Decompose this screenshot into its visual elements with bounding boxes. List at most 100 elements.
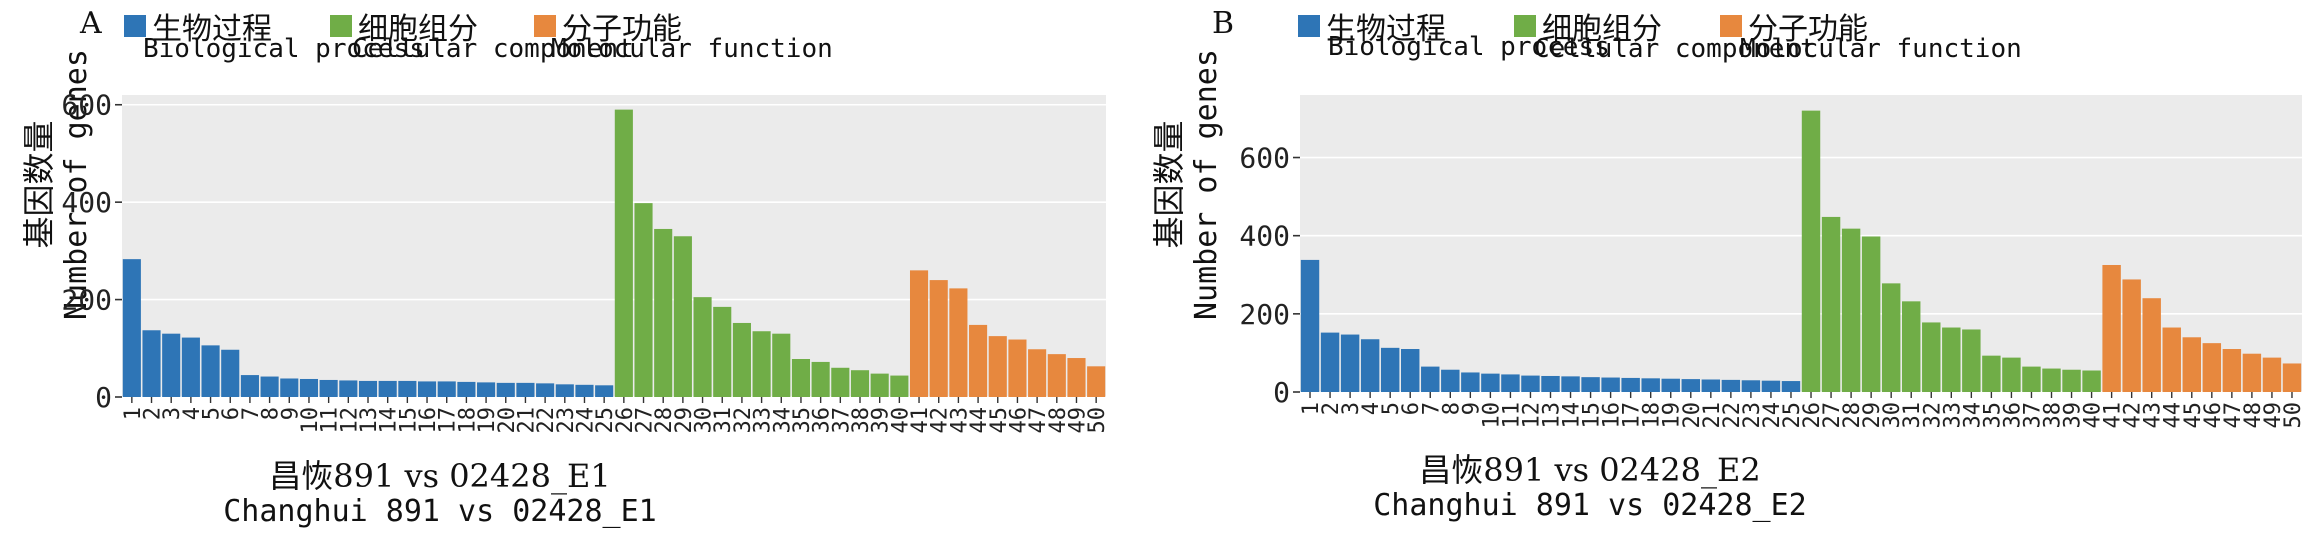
x-tick-label: 24	[1760, 402, 1785, 429]
x-tick-label: 2	[1319, 402, 1344, 415]
legend-label-cc-zh: 细胞组分	[358, 12, 478, 47]
y-tick-label: 0	[1273, 376, 1290, 409]
bar	[634, 203, 653, 397]
bar	[319, 379, 338, 397]
bar	[732, 322, 751, 397]
bar	[260, 376, 279, 397]
x-tick-label: 23	[1740, 402, 1765, 429]
y-tick-label: 0	[95, 381, 112, 414]
x-tick-label: 3	[1339, 402, 1364, 415]
x-tick-label: 5	[1379, 402, 1404, 415]
x-tick-label: 43	[2141, 402, 2166, 429]
x-tick-label: 39	[869, 407, 894, 434]
x-tick-label: 44	[967, 407, 992, 434]
x-tick-label: 38	[2041, 402, 2066, 429]
x-tick-label: 14	[1560, 402, 1585, 429]
bar	[2122, 279, 2141, 392]
bar	[1401, 349, 1420, 392]
x-tick-label: 49	[2261, 402, 2286, 429]
x-tick-label: 42	[928, 407, 953, 434]
bar	[339, 380, 358, 397]
y-tick-label: 400	[1239, 220, 1290, 253]
y-tick-label: 400	[61, 186, 112, 219]
x-tick-label: 37	[2020, 402, 2045, 429]
bar	[791, 359, 811, 397]
x-tick-label: 10	[1479, 402, 1504, 429]
bar	[1047, 354, 1066, 397]
x-tick-label: 48	[2241, 402, 2266, 429]
x-tick-label: 18	[1640, 402, 1665, 429]
x-tick-label: 36	[810, 407, 835, 434]
bar	[201, 345, 220, 397]
bar	[2282, 363, 2302, 392]
x-tick-label: 21	[514, 407, 539, 434]
x-tick-label: 46	[1006, 407, 1031, 434]
bar	[1881, 283, 1901, 392]
x-tick-label: 30	[692, 407, 717, 434]
x-tick-label: 20	[495, 407, 520, 434]
bar	[1067, 358, 1086, 397]
x-tick-label: 24	[573, 407, 598, 434]
legend-item-bp: 生物过程	[124, 4, 272, 48]
bar	[1661, 378, 1680, 392]
chart-panel-b: B 生物过程 Biological process 细胞组分 Cellular …	[1150, 0, 2313, 535]
x-tick-label: 45	[2181, 402, 2206, 429]
bar	[752, 331, 771, 397]
x-tick-label: 42	[2121, 402, 2146, 429]
x-tick-label: 26	[613, 407, 638, 434]
bar	[595, 385, 614, 397]
x-tick-label: 33	[751, 407, 776, 434]
x-tick-label: 19	[1660, 402, 1685, 429]
x-tick-label: 32	[731, 407, 756, 434]
x-tick-label: 5	[200, 407, 225, 420]
legend-label-mf-en: Molocular function	[1740, 34, 2022, 64]
bar	[1360, 339, 1380, 392]
legend-label-cc-zh: 细胞组分	[1542, 12, 1662, 47]
bar	[2262, 357, 2282, 392]
bar	[2022, 366, 2041, 392]
x-tick-label: 1	[121, 407, 146, 420]
bar	[2182, 337, 2201, 392]
bar	[417, 381, 437, 397]
bar	[555, 384, 574, 397]
bar	[2202, 343, 2222, 392]
x-tick-label: 37	[829, 407, 854, 434]
bar	[1008, 339, 1027, 397]
x-tick-label: 16	[1600, 402, 1625, 429]
legend-swatch-bp	[1298, 15, 1320, 37]
bar	[1922, 322, 1941, 392]
x-axis-label-en: Changhui 891 vs 02428_E1	[223, 494, 657, 529]
x-tick-label: 44	[2161, 402, 2186, 429]
bar	[162, 333, 181, 397]
bar	[122, 259, 141, 397]
x-tick-label: 13	[1540, 402, 1565, 429]
bar	[2062, 369, 2081, 392]
y-tick-label: 600	[1239, 142, 1290, 175]
x-tick-label: 46	[2201, 402, 2226, 429]
bar	[1761, 380, 1781, 392]
bar	[575, 384, 594, 397]
x-tick-label: 47	[2221, 402, 2246, 429]
bar	[457, 381, 476, 397]
x-tick-label: 17	[1620, 402, 1645, 429]
legend-label-mf-zh: 分子功能	[562, 12, 682, 47]
bar	[2002, 357, 2021, 392]
x-tick-label: 27	[633, 407, 658, 434]
bar	[949, 288, 968, 397]
bar	[1501, 374, 1520, 392]
x-tick-label: 50	[1085, 407, 1110, 434]
bar	[614, 109, 633, 397]
x-tick-label: 12	[337, 407, 362, 434]
bar	[1741, 380, 1761, 392]
x-tick-label: 23	[554, 407, 579, 434]
bar	[1621, 377, 1640, 392]
bar	[1902, 301, 1921, 392]
legend-label-bp-zh: 生物过程	[152, 12, 272, 47]
x-tick-label: 41	[2101, 402, 2126, 429]
panel-label: A	[80, 6, 102, 41]
x-tick-label: 15	[396, 407, 421, 434]
bar	[1982, 355, 2001, 392]
x-tick-label: 26	[1800, 402, 1825, 429]
bar	[1421, 366, 1440, 392]
legend-label-bp-en: Biological process	[1328, 32, 1610, 62]
